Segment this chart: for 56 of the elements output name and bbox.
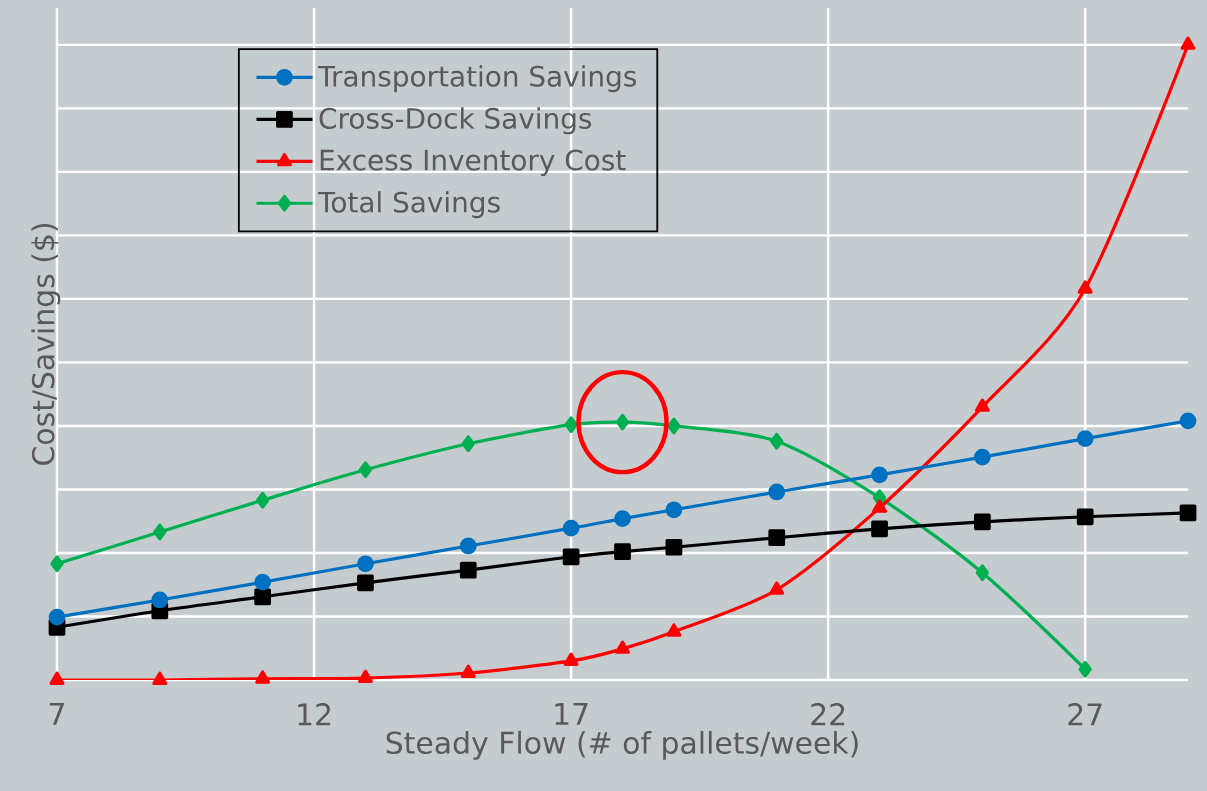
point — [563, 652, 579, 666]
point — [614, 510, 631, 528]
x-tick-label: 27 — [1068, 703, 1102, 726]
y-axis-title: Cost/Savings ($) — [31, 224, 61, 465]
x-axis-title: Steady Flow (# of pallets/week) — [386, 730, 858, 760]
point — [459, 561, 477, 579]
x-tick-label: 12 — [298, 703, 331, 726]
point — [564, 416, 578, 434]
point — [254, 588, 272, 606]
legend-label: Excess Inventory Cost — [320, 149, 626, 177]
point — [975, 564, 990, 582]
point — [357, 669, 373, 684]
point — [50, 555, 64, 573]
point — [667, 417, 681, 435]
point — [255, 670, 271, 684]
point — [358, 461, 373, 479]
legend-label: Total Savings — [317, 191, 500, 219]
point — [153, 523, 167, 541]
point — [665, 501, 683, 519]
point — [1078, 660, 1092, 678]
point — [357, 574, 374, 592]
point — [665, 538, 683, 556]
point — [357, 555, 374, 573]
point — [871, 466, 888, 484]
point — [666, 623, 682, 637]
point — [770, 432, 784, 450]
point — [1179, 412, 1197, 430]
point — [562, 519, 580, 537]
point — [974, 513, 991, 531]
legend-label: Cross-Dock Savings — [319, 107, 592, 135]
point — [1179, 504, 1197, 522]
point — [769, 581, 785, 595]
x-tick-label: 17 — [555, 703, 588, 725]
point — [152, 671, 168, 685]
x-tick-label: 7 — [49, 703, 64, 725]
point — [255, 491, 270, 509]
legend-label: Transportation Savings — [317, 65, 637, 93]
point — [48, 608, 66, 626]
point — [768, 483, 786, 501]
point — [1076, 430, 1094, 448]
point — [1076, 508, 1094, 526]
point — [49, 671, 65, 685]
point — [460, 664, 476, 678]
point — [459, 537, 477, 555]
point — [614, 543, 631, 561]
x-tick-label: 22 — [811, 703, 845, 726]
point — [615, 640, 630, 654]
point — [151, 591, 169, 609]
point — [768, 529, 786, 547]
point — [254, 573, 272, 591]
point — [461, 435, 475, 453]
point — [872, 499, 888, 513]
point — [974, 448, 991, 466]
point — [615, 413, 630, 431]
point — [562, 548, 580, 566]
point — [871, 520, 888, 538]
